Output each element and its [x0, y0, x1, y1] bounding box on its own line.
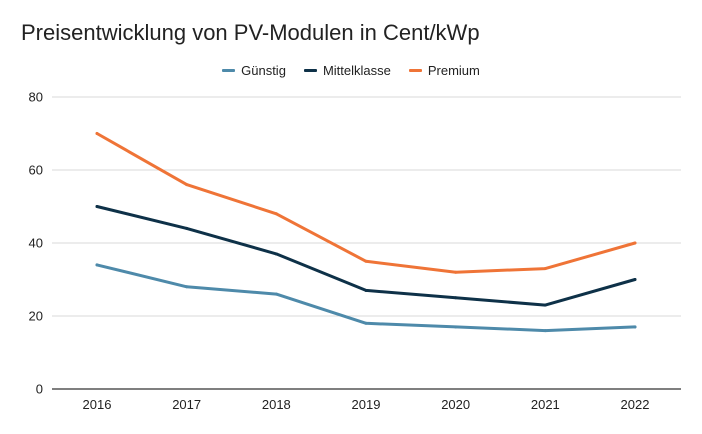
series-line-premium: [95, 132, 637, 274]
x-tick-label-2022: 2022: [621, 397, 650, 412]
legend-swatch-premium: [408, 69, 422, 72]
data-point-premium-2022: [633, 241, 637, 245]
legend-item-guenstig: Günstig: [222, 63, 286, 78]
y-tick-label-60: 60: [29, 163, 43, 178]
data-point-guenstig-2017: [185, 285, 189, 289]
data-point-mittelklasse-2019: [364, 288, 368, 292]
legend-item-mittelklasse: Mittelklasse: [303, 63, 391, 78]
x-tick-label-2016: 2016: [83, 397, 112, 412]
legend-label-guenstig: Günstig: [241, 63, 286, 78]
data-point-premium-2016: [95, 132, 99, 135]
y-tick-label-20: 20: [29, 309, 43, 324]
data-point-guenstig-2019: [364, 321, 368, 325]
data-point-guenstig-2022: [633, 325, 637, 329]
chart-title: Preisentwicklung von PV-Modulen in Cent/…: [21, 20, 480, 45]
y-tick-label-80: 80: [29, 90, 43, 105]
data-point-mittelklasse-2017: [185, 226, 189, 230]
data-point-mittelklasse-2016: [95, 205, 99, 208]
data-point-mittelklasse-2021: [543, 303, 547, 307]
legend-swatch-guenstig: [222, 69, 236, 72]
data-point-guenstig-2018: [274, 292, 278, 296]
data-point-mittelklasse-2018: [274, 252, 278, 256]
legend-swatch-mittelklasse: [303, 69, 317, 72]
data-point-guenstig-2020: [454, 325, 458, 329]
data-point-premium-2019: [364, 259, 368, 263]
data-point-guenstig-2021: [543, 329, 547, 333]
y-tick-label-40: 40: [29, 236, 43, 251]
data-point-mittelklasse-2020: [454, 296, 458, 300]
data-point-mittelklasse-2022: [633, 278, 637, 281]
legend-label-premium: Premium: [427, 63, 480, 78]
x-tick-label-2020: 2020: [441, 397, 470, 412]
legend-item-premium: Premium: [408, 63, 480, 78]
x-tick-label-2017: 2017: [172, 397, 201, 412]
y-tick-label-0: 0: [36, 382, 43, 397]
x-tick-label-2019: 2019: [352, 397, 381, 412]
series-line-guenstig: [95, 263, 637, 333]
data-point-premium-2017: [185, 183, 189, 187]
data-point-premium-2020: [454, 270, 458, 274]
data-point-premium-2018: [274, 212, 278, 216]
data-point-premium-2021: [543, 267, 547, 271]
data-point-guenstig-2016: [95, 263, 99, 267]
x-tick-label-2021: 2021: [531, 397, 560, 412]
legend-label-mittelklasse: Mittelklasse: [322, 63, 391, 78]
x-tick-label-2018: 2018: [262, 397, 291, 412]
chart-legend: Günstig Mittelklasse Premium: [0, 63, 702, 78]
